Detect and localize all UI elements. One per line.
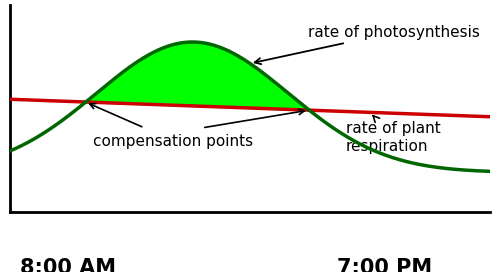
Text: compensation points: compensation points — [93, 134, 254, 149]
Text: 7:00 PM: 7:00 PM — [337, 258, 432, 272]
Text: 8:00 AM: 8:00 AM — [20, 258, 116, 272]
Text: rate of photosynthesis: rate of photosynthesis — [254, 25, 480, 64]
Text: rate of plant
respiration: rate of plant respiration — [346, 116, 441, 154]
